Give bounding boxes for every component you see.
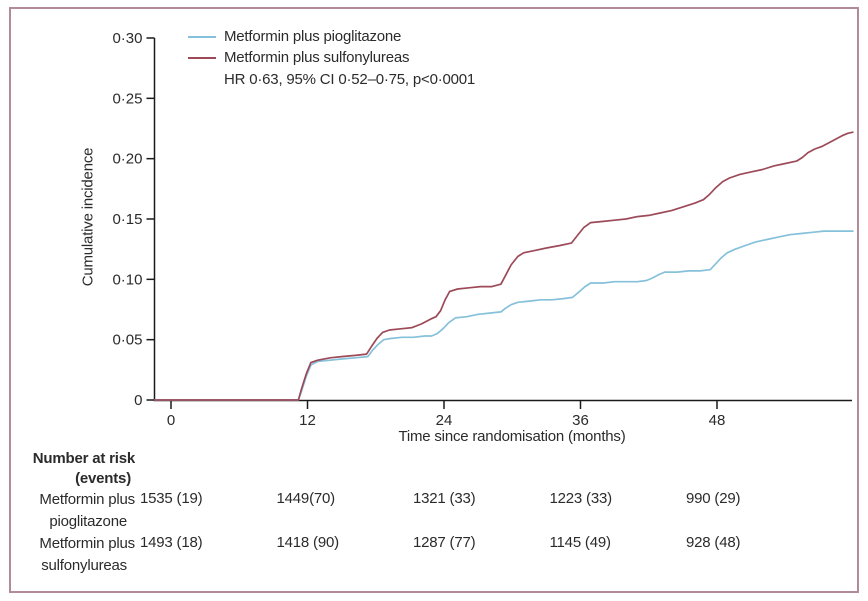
y-tick-label: 0·10 (112, 271, 142, 288)
risk-value: 1223 (33) (549, 490, 613, 507)
y-tick-label: 0·30 (112, 30, 142, 47)
risk-header-line1: Number at risk (32, 450, 135, 467)
x-tick-label: 24 (436, 412, 453, 429)
risk-row1-label-line2: sulfonylureas (41, 557, 127, 574)
risk-row-label-sulfonylureas: Metformin plus sulfonylureas (0, 533, 135, 577)
series-line-pioglitazone (154, 230, 854, 401)
hazard-ratio-annotation: HR 0·63, 95% CI 0·52–0·75, p<0·0001 (224, 70, 476, 88)
risk-row-label-pioglitazone: Metformin plus pioglitazone (0, 489, 135, 533)
risk-row0-label-line2: pioglitazone (49, 513, 127, 530)
x-axis-title: Time since randomisation (months) (398, 428, 626, 445)
y-tick-label: 0·20 (112, 151, 142, 168)
legend-label-sulfonylureas: Metformin plus sulfonylureas (224, 49, 410, 66)
risk-header-line2: (events) (75, 470, 131, 487)
legend-item-sulfonylureas: Metformin plus sulfonylureas (188, 47, 475, 68)
risk-value: 1449(70) (276, 490, 336, 507)
risk-value: 1493 (18) (140, 534, 203, 551)
x-tick-label: 12 (299, 412, 316, 429)
risk-row0-label-line1: Metformin plus (39, 491, 135, 508)
y-tick-label: 0·05 (112, 332, 142, 349)
series-line-sulfonylureas (154, 131, 854, 401)
risk-row1-label-line1: Metformin plus (39, 535, 135, 552)
risk-value: 1535 (19) (140, 490, 203, 507)
risk-value: 928 (48) (686, 534, 741, 551)
legend-item-pioglitazone: Metformin plus pioglitazone (188, 26, 475, 47)
x-tick-label: 36 (572, 412, 589, 429)
y-tick-label: 0·15 (112, 211, 142, 228)
pioglitazone-line-swatch (188, 35, 216, 38)
y-axis-title-text: Cumulative incidence (79, 147, 97, 287)
risk-value: 1287 (77) (413, 534, 476, 551)
risk-table-header: Number at risk (events) (0, 449, 135, 489)
risk-value: 1418 (90) (276, 534, 340, 551)
x-tick-label: 0 (167, 412, 175, 429)
y-tick-label: 0·25 (112, 90, 142, 107)
legend-label-pioglitazone: Metformin plus pioglitazone (224, 28, 402, 45)
risk-value: 1321 (33) (413, 490, 476, 507)
legend: Metformin plus pioglitazone Metformin pl… (188, 26, 475, 90)
risk-value: 990 (29) (686, 490, 741, 507)
x-tick-label: 48 (709, 412, 726, 429)
sulfonylureas-line-swatch (188, 56, 216, 59)
risk-value: 1145 (49) (549, 534, 612, 551)
y-tick-label: 0 (134, 392, 142, 409)
